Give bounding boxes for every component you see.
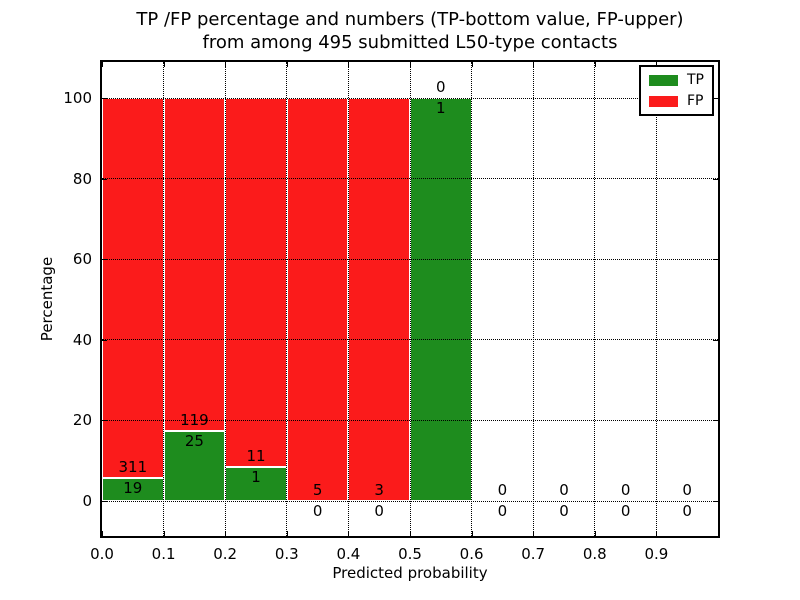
bar-tp-bin5 [410, 98, 472, 501]
gridline-x0_2 [224, 62, 226, 536]
ytick-left-20 [102, 420, 107, 422]
y-axis-label: Percentage [38, 256, 56, 342]
fp-count-bin2: 11 [246, 447, 266, 466]
gridline-x0_3 [286, 62, 288, 536]
gridline-x0_8 [594, 62, 596, 536]
plot-area: TP FP 311 19 119 25 11 1 5 0 3 0 0 1 0 0 0 0 0 0 0 0 [100, 60, 720, 538]
xtick-bottom-7 [533, 531, 535, 536]
x-axis-label: Predicted probability [332, 564, 488, 582]
xtick-label-0.8: 0.8 [582, 545, 607, 563]
xtick-top-2 [225, 62, 227, 67]
ytick-label-100: 100 [63, 89, 92, 107]
xtick-label-0.9: 0.9 [644, 545, 669, 563]
fp-count-bin5: 0 [436, 78, 446, 96]
tp-legend-swatch [649, 74, 678, 86]
gridline-x0_1 [163, 62, 165, 536]
ytick-right-100 [713, 98, 718, 99]
ytick-left-100 [102, 98, 107, 99]
ytick-label-80: 80 [72, 169, 92, 188]
gridline-x0_6 [471, 62, 473, 536]
xtick-bottom-1 [163, 531, 165, 536]
xtick-label-0.7: 0.7 [521, 545, 546, 563]
gridline-x0_5 [409, 62, 411, 536]
fp-count-bin4: 3 [374, 481, 384, 499]
tp-count-bin6: 0 [497, 502, 508, 520]
ytick-left-60 [102, 259, 107, 261]
xtick-top-1 [163, 62, 165, 67]
xtick-bottom-8 [594, 531, 596, 536]
tp-count-bin7: 0 [559, 502, 569, 520]
bar-fp-bin0 [102, 98, 164, 478]
tp-count-bin8: 0 [620, 502, 631, 520]
fp-count-bin7: 0 [559, 481, 569, 499]
ytick-right-80 [713, 178, 718, 180]
tp-count-bin1: 25 [184, 432, 204, 451]
bar-tp-bin2 [225, 467, 287, 501]
gridline-x0_4 [347, 62, 349, 536]
xtick-label-0.4: 0.4 [336, 545, 361, 563]
fp-count-bin0: 311 [118, 457, 148, 476]
tp-count-bin2: 1 [251, 468, 261, 487]
chart-title-line1: TP /FP percentage and numbers (TP-bottom… [136, 9, 684, 30]
xtick-bottom-2 [225, 531, 227, 536]
xtick-bottom-3 [286, 531, 288, 536]
ytick-left-0 [102, 501, 107, 502]
bar-fp-bin2 [225, 98, 287, 468]
legend-item-tp: TP [649, 73, 704, 87]
tp-count-bin3: 0 [312, 502, 323, 520]
tp-count-bin0: 19 [123, 478, 143, 497]
tp-count-bin4: 0 [374, 502, 384, 520]
ytick-left-40 [102, 339, 107, 341]
xtick-top-4 [348, 62, 350, 67]
xtick-bottom-5 [410, 531, 411, 536]
ytick-right-40 [713, 339, 718, 341]
xtick-bottom-0 [102, 531, 103, 536]
xtick-label-0.6: 0.6 [459, 545, 484, 563]
fp-count-bin3: 5 [312, 481, 323, 499]
bar-fp-bin1 [163, 98, 226, 432]
ytick-label-20: 20 [72, 411, 92, 430]
ytick-right-0 [713, 501, 718, 502]
bar-fp-bin4 [348, 98, 410, 501]
xtick-top-6 [471, 62, 473, 67]
legend: TP FP [639, 65, 714, 116]
legend-item-fp: FP [649, 94, 704, 108]
xtick-top-5 [410, 62, 411, 67]
fp-count-bin6: 0 [497, 481, 508, 499]
xtick-label-0.2: 0.2 [213, 545, 238, 563]
xtick-bottom-9 [656, 531, 658, 536]
ytick-label-40: 40 [72, 330, 92, 349]
chart-title: TP /FP percentage and numbers (TP-bottom… [100, 8, 720, 54]
xtick-top-3 [286, 62, 288, 67]
fp-count-bin1: 119 [180, 411, 209, 430]
xtick-label-0.5: 0.5 [398, 545, 422, 563]
xtick-label-0.3: 0.3 [274, 545, 299, 563]
tp-count-bin5: 1 [436, 99, 446, 117]
gridline-x0_7 [532, 62, 534, 536]
fp-count-bin9: 0 [682, 481, 692, 499]
bar-tp-bin1 [163, 431, 226, 501]
ytick-right-60 [713, 259, 718, 261]
tp-count-bin9: 0 [682, 502, 692, 520]
bar-fp-bin3 [286, 98, 349, 501]
ytick-left-80 [102, 178, 107, 180]
legend-label-tp: TP [687, 72, 704, 88]
fp-count-bin8: 0 [620, 481, 631, 499]
legend-label-fp: FP [687, 93, 704, 109]
xtick-top-9 [656, 62, 658, 67]
xtick-top-7 [533, 62, 535, 67]
gridline-x0_9 [655, 62, 657, 536]
fp-legend-swatch [649, 95, 678, 107]
chart-title-line2: from among 495 submitted L50-type contac… [202, 32, 618, 53]
xtick-label-0.0: 0.0 [90, 545, 114, 563]
xtick-top-0 [102, 62, 103, 67]
ytick-label-60: 60 [72, 250, 92, 269]
xtick-bottom-4 [348, 531, 350, 536]
xtick-bottom-6 [471, 531, 473, 536]
ytick-label-0: 0 [82, 492, 92, 510]
xtick-top-8 [594, 62, 596, 67]
xtick-label-0.1: 0.1 [151, 545, 176, 563]
ytick-right-20 [713, 420, 718, 422]
